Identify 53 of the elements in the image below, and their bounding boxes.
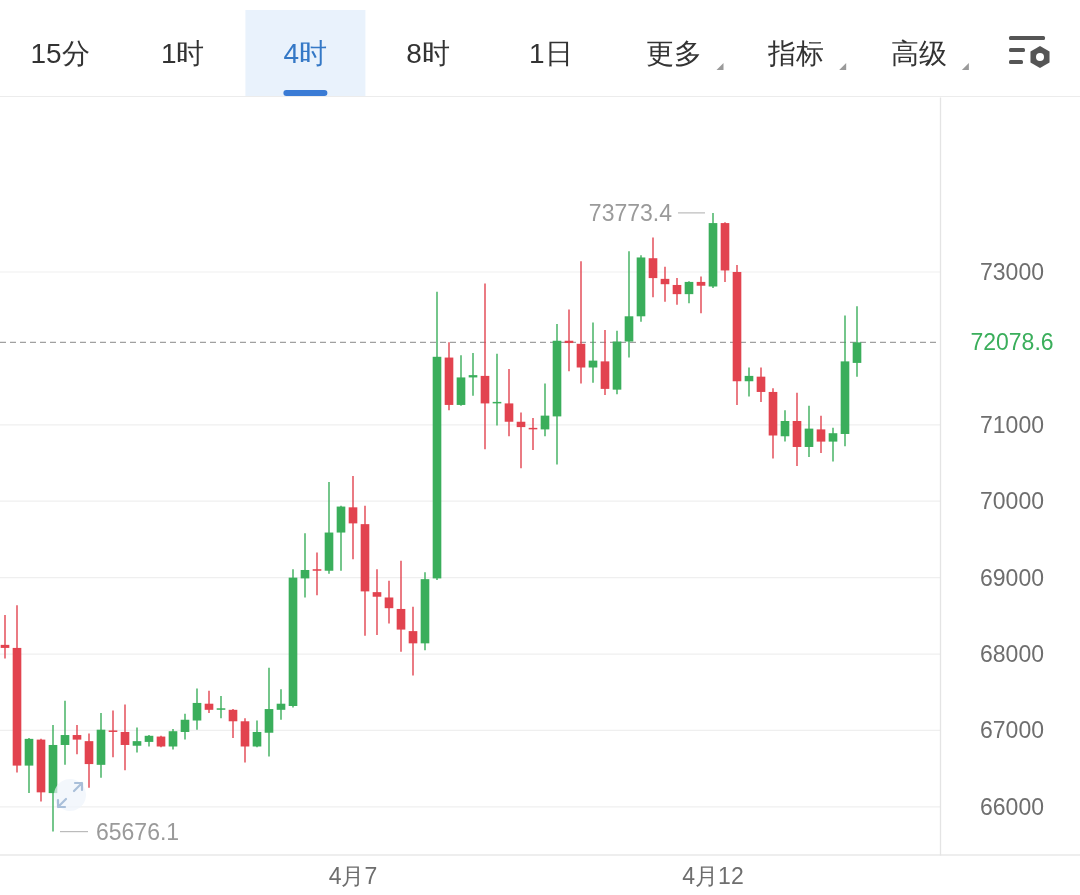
candlestick (0, 614, 10, 660)
x-tick-label: 4月12 (682, 863, 744, 889)
candlestick (348, 475, 358, 560)
candlestick (276, 688, 286, 721)
candlestick (672, 277, 682, 306)
candlestick (780, 409, 790, 443)
candlestick (384, 579, 394, 625)
text: 更多 (645, 38, 702, 69)
annotation: 65676.1 (96, 818, 180, 845)
candlestick (396, 560, 406, 653)
y-tick-label: 66000 (980, 793, 1044, 820)
candlestick (264, 667, 274, 758)
text: 8时 (406, 38, 450, 69)
annotation: 73773.4 (588, 199, 673, 226)
candlestick (108, 709, 118, 758)
candlestick (192, 687, 202, 731)
ref-line-label: 72078.6 (970, 329, 1054, 356)
candlestick (756, 366, 766, 403)
candlestick (132, 726, 142, 754)
candlestick (372, 568, 382, 636)
candlestick (828, 427, 838, 463)
y-tick-label: 73000 (980, 258, 1044, 285)
candlestick (216, 695, 226, 719)
candlestick (252, 719, 262, 748)
x-tick-label: 4月7 (328, 863, 378, 889)
candlestick (576, 260, 586, 385)
candlestick (504, 368, 514, 437)
candlestick (684, 280, 694, 305)
candlestick (180, 712, 190, 741)
candlestick (804, 405, 814, 458)
text: 高级 (890, 38, 947, 69)
text: 指标 (767, 38, 825, 69)
text: 1日 (529, 38, 573, 69)
candlestick (648, 236, 658, 298)
text: 1时 (160, 38, 205, 69)
candlestick (84, 732, 94, 789)
candlestick (696, 275, 706, 314)
text: 15分 (30, 38, 90, 69)
candlestick (60, 699, 70, 766)
candlestick (312, 551, 322, 596)
candlestick (408, 605, 418, 677)
y-tick-label: 69000 (980, 564, 1044, 591)
candlestick (72, 724, 82, 755)
text: 4时 (283, 38, 328, 69)
candlestick (816, 414, 826, 454)
candlestick (204, 690, 214, 714)
candlestick (120, 703, 130, 771)
y-tick-label: 67000 (980, 717, 1044, 744)
y-tick-label: 71000 (980, 411, 1044, 438)
y-tick-label: 70000 (980, 488, 1044, 515)
candlestick (852, 305, 862, 378)
candlestick (168, 728, 178, 751)
y-tick-label: 68000 (980, 640, 1044, 667)
